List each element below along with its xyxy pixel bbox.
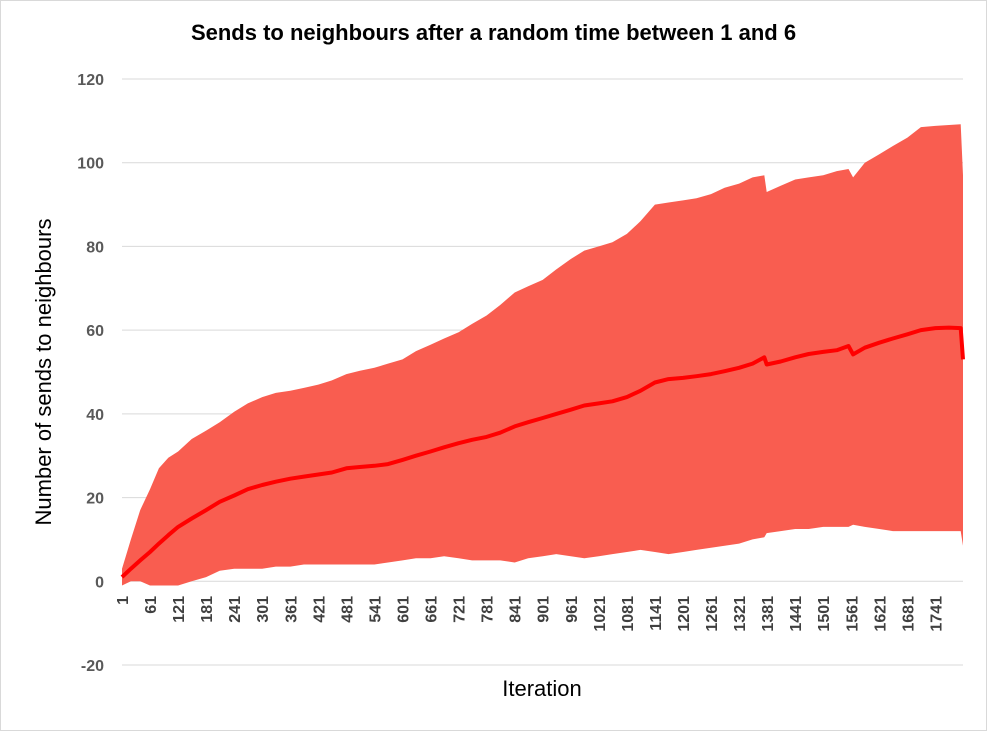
x-tick-label: 301 bbox=[255, 596, 272, 623]
x-tick-label: 1621 bbox=[872, 596, 889, 632]
x-tick-label: 1141 bbox=[648, 596, 665, 631]
x-tick-label: 721 bbox=[452, 596, 469, 623]
x-tick-label: 541 bbox=[367, 596, 384, 623]
x-tick-label: 1021 bbox=[592, 596, 609, 632]
range-band bbox=[122, 124, 963, 586]
x-tick-label: 61 bbox=[143, 596, 160, 614]
x-tick-label: 1381 bbox=[760, 596, 777, 632]
x-tick-label: 241 bbox=[227, 596, 244, 623]
x-tick-label: 1561 bbox=[844, 596, 861, 632]
chart-title: Sends to neighbours after a random time … bbox=[190, 20, 797, 45]
y-tick-labels: -20 0 20 40 60 80 100 120 bbox=[77, 72, 104, 675]
y-tick-label: 40 bbox=[86, 407, 104, 424]
x-tick-label: 1201 bbox=[676, 596, 693, 632]
x-tick-label: 1 bbox=[115, 596, 132, 605]
x-tick-labels: 1 61 121 181 241 301 361 421 481 541 601 661 721 781 8… bbox=[115, 596, 945, 632]
mean-line bbox=[120, 325, 965, 579]
x-tick-label: 1261 bbox=[704, 596, 721, 632]
y-tick-label: 100 bbox=[77, 156, 104, 173]
y-tick-label: 60 bbox=[86, 323, 104, 340]
range-band-area bbox=[122, 124, 963, 586]
x-tick-label: 121 bbox=[171, 596, 188, 623]
x-tick-label: 361 bbox=[283, 596, 300, 623]
x-tick-label: 481 bbox=[339, 596, 356, 623]
mean-series-line bbox=[120, 325, 965, 579]
y-tick-label: 20 bbox=[86, 491, 104, 508]
x-tick-label: 421 bbox=[311, 596, 328, 623]
x-tick-label: 661 bbox=[424, 596, 441, 623]
x-tick-label: 1081 bbox=[620, 596, 637, 632]
x-tick-label: 1681 bbox=[900, 596, 917, 632]
x-tick-label: 961 bbox=[564, 596, 581, 623]
y-tick-label: 80 bbox=[86, 239, 104, 256]
y-tick-label: 0 bbox=[95, 574, 104, 591]
x-tick-label: 1441 bbox=[788, 596, 805, 632]
y-tick-label: -20 bbox=[81, 658, 104, 675]
x-tick-label: 1741 bbox=[928, 596, 945, 632]
x-tick-label: 1321 bbox=[732, 596, 749, 632]
x-tick-label: 841 bbox=[508, 596, 525, 623]
x-tick-label: 1501 bbox=[816, 596, 833, 632]
x-tick-label: 601 bbox=[396, 596, 413, 623]
x-tick-label: 781 bbox=[480, 596, 497, 623]
y-tick-label: 120 bbox=[77, 72, 104, 89]
x-tick-label: 901 bbox=[536, 596, 553, 623]
x-tick-label: 181 bbox=[199, 596, 216, 623]
x-axis-label: Iteration bbox=[502, 676, 582, 701]
